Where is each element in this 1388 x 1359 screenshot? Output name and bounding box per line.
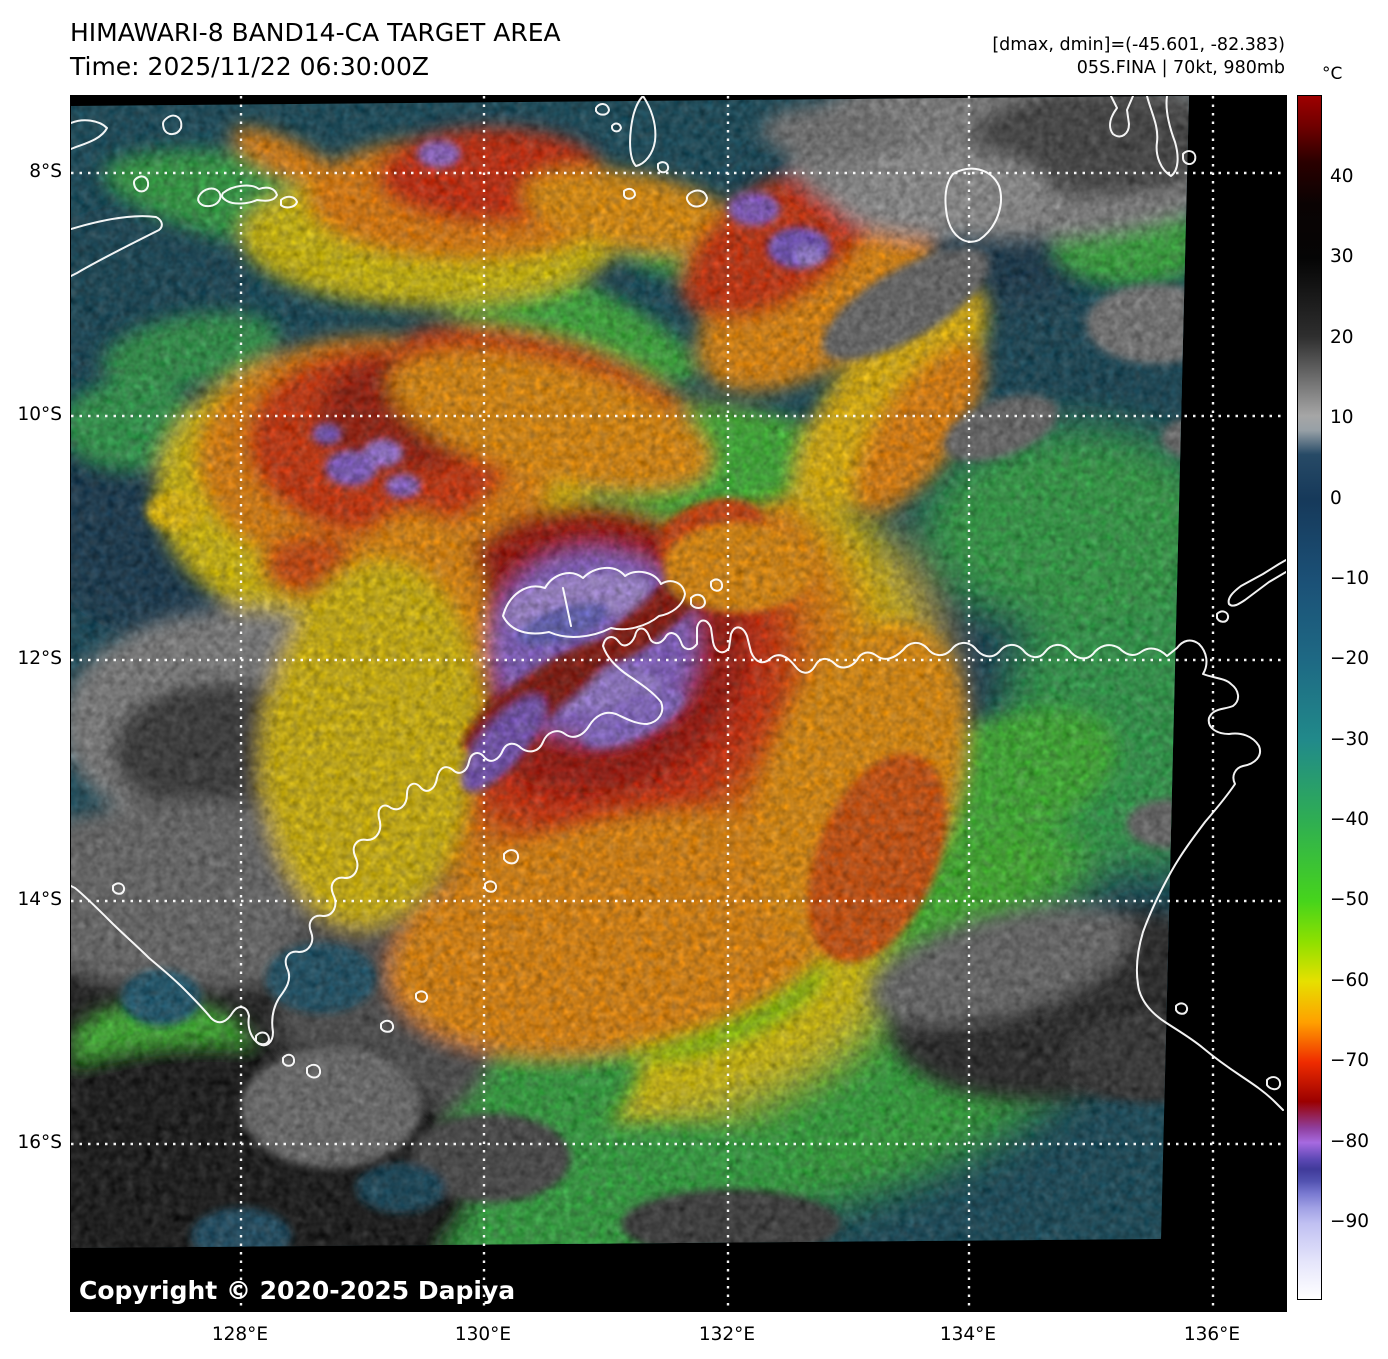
lat-tick-label: 12°S	[17, 648, 62, 669]
colorbar-tick-label: −40	[1330, 809, 1370, 830]
lon-tick-label: 128°E	[211, 1324, 269, 1345]
copyright-label: Copyright © 2020-2025 Dapiya	[79, 1276, 516, 1305]
map-plot: Copyright © 2020-2025 Dapiya	[70, 95, 1287, 1312]
colorbar-tick-label: −70	[1330, 1050, 1370, 1071]
colorbar-tick-label: −30	[1330, 729, 1370, 750]
colorbar-unit-label: °C	[1322, 64, 1343, 84]
lon-tick-label: 130°E	[454, 1324, 512, 1345]
lat-tick-label: 8°S	[29, 161, 62, 182]
colorbar-tick-label: 10	[1330, 407, 1354, 428]
colorbar-tick-label: −50	[1330, 889, 1370, 910]
dmax-dmin-label: [dmax, dmin]=(-45.601, -82.383)	[992, 35, 1285, 55]
grid-overlay	[71, 96, 1286, 1311]
lat-tick-label: 10°S	[17, 404, 62, 425]
page-title: HIMAWARI-8 BAND14-CA TARGET AREA	[70, 18, 561, 47]
colorbar-tick-label: 30	[1330, 246, 1354, 267]
colorbar-tick-label: 0	[1330, 488, 1342, 509]
colorbar-tick-label: 20	[1330, 327, 1354, 348]
lon-tick-label: 132°E	[698, 1324, 756, 1345]
satellite-data-region	[71, 96, 1189, 1248]
coastline-overlay	[71, 96, 1286, 1111]
colorbar-tick-label: −80	[1330, 1131, 1370, 1152]
colorbar	[1297, 95, 1322, 1300]
satellite-image	[71, 96, 1286, 1311]
time-label: Time: 2025/11/22 06:30:00Z	[70, 52, 429, 81]
colorbar-tick-label: −10	[1330, 568, 1370, 589]
lat-tick-label: 14°S	[17, 889, 62, 910]
colorbar-tick-label: −60	[1330, 970, 1370, 991]
lon-tick-label: 136°E	[1183, 1324, 1241, 1345]
colorbar-tick-label: −90	[1330, 1211, 1370, 1232]
lat-tick-label: 16°S	[17, 1132, 62, 1153]
colorbar-tick-label: −20	[1330, 648, 1370, 669]
colorbar-tick-label: 40	[1330, 166, 1354, 187]
lon-tick-label: 134°E	[939, 1324, 997, 1345]
storm-info-label: 05S.FINA | 70kt, 980mb	[1076, 58, 1285, 78]
